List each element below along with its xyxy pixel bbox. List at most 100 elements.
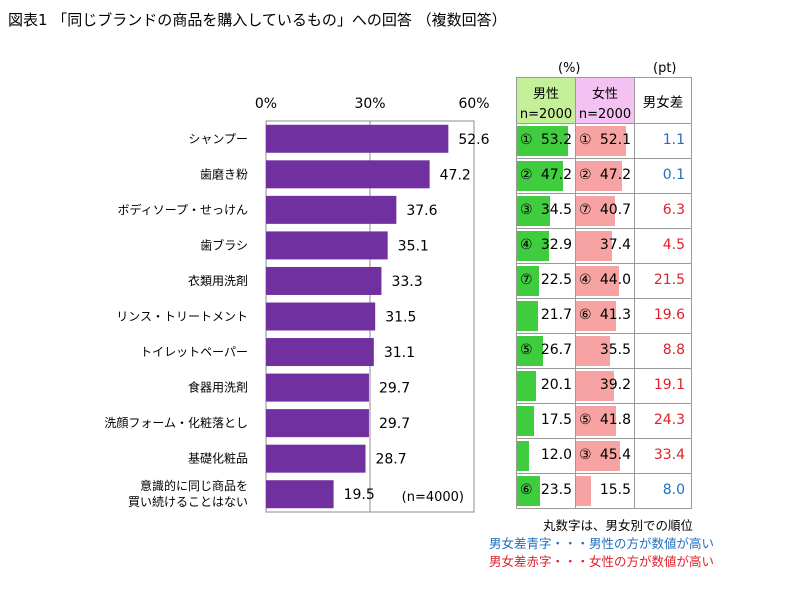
category-label: トイレットペーパー [140,345,248,359]
category-label: シャンプー [188,132,248,146]
female-rank: ⑥ [579,307,592,323]
diff-value: 8.8 [662,342,685,358]
male-rank: ⑤ [520,342,533,358]
female-value-fill [576,371,614,401]
male-value: 23.5 [540,482,572,498]
bar [266,231,388,260]
bar-value-label: 29.7 [379,381,410,397]
rank-note: 丸数字は、男女別での順位 [543,518,694,533]
male-rank: ③ [520,202,533,218]
female-value-fill [576,336,611,366]
male-value-fill [517,476,540,506]
female-cell: ⑦ 40.7 [575,193,635,229]
diff-cell: 0.1 [634,158,692,194]
male-rank: ② [520,167,533,183]
male-cell: 17.5 [516,403,576,439]
figure-title: 図表1 「同じブランドの商品を購入しているもの」への回答 （複数回答） [8,11,507,29]
bar-value-label: 52.6 [458,132,489,148]
male-rank: ① [520,132,533,148]
table-row: ⑦ 22.5 ④ 44.0 21.5 [516,263,692,299]
bar-value-label: 47.2 [440,167,471,183]
male-value: 17.5 [540,412,572,428]
bar-value-label: 29.7 [379,416,410,432]
table-row: ③ 34.5 ⑦ 40.7 6.3 [516,193,692,229]
female-cell: 39.2 [575,368,635,404]
male-header-cell: 男性 n=2000 [516,77,576,124]
gender-comparison-table: 男性 n=2000 女性 n=2000 男女差 ① 53.2 ① 52.1 1.1 ② 47… [516,77,692,509]
female-value: 44.0 [599,272,631,288]
male-n-label: n=2000 [519,106,573,122]
male-value-fill [517,406,534,436]
female-cell: ⑤ 41.8 [575,403,635,439]
male-value: 32.9 [540,237,572,253]
female-value: 39.2 [599,377,631,393]
red-note: 男女差赤字・・・女性の方が数値が高い [489,554,715,569]
male-value-fill [517,231,549,261]
female-cell: 35.5 [575,333,635,369]
diff-cell: 24.3 [634,403,692,439]
male-cell: 20.1 [516,368,576,404]
female-cell: ① 52.1 [575,123,635,159]
table-row: ⑤ 26.7 35.5 8.8 [516,333,692,369]
bar [266,160,430,189]
male-cell: ⑦ 22.5 [516,263,576,299]
female-rank: ⑦ [579,202,592,218]
category-label: 衣類用洗剤 [188,273,248,288]
female-value: 37.4 [599,237,631,253]
bar-value-label: 33.3 [391,274,422,290]
female-value: 41.8 [599,412,631,428]
table-row: 21.7 ⑥ 41.3 19.6 [516,298,692,334]
diff-cell: 19.6 [634,298,692,334]
female-value: 47.2 [599,167,631,183]
category-label: 歯磨き粉 [200,167,248,181]
bar-value-label: 19.5 [344,487,375,503]
diff-cell: 6.3 [634,193,692,229]
blue-note: 男女差青字・・・男性の方が数値が高い [489,536,715,551]
male-value-fill [517,161,563,191]
x-tick-label: 30% [354,96,385,112]
table-row: ⑥ 23.5 15.5 8.0 [516,473,692,509]
diff-cell: 1.1 [634,123,692,159]
male-value-fill [517,196,551,226]
female-value-fill [576,476,591,506]
bar-value-label: 31.5 [385,310,416,326]
female-n-label: n=2000 [578,106,632,122]
bar [266,266,382,295]
bar-value-label: 37.6 [406,203,437,219]
diff-cell: 4.5 [634,228,692,264]
diff-value: 1.1 [662,132,685,148]
diff-cell: 8.8 [634,333,692,369]
bar-value-label: 35.1 [398,238,429,254]
female-value: 45.4 [599,447,631,463]
male-value: 53.2 [540,132,572,148]
male-cell: ④ 32.9 [516,228,576,264]
female-value-fill [576,266,619,296]
bar [266,195,397,224]
table-row: 12.0 ③ 45.4 33.4 [516,438,692,474]
male-cell: 12.0 [516,438,576,474]
category-label: ボディソープ・せっけん [118,202,248,217]
unit-point-label: (pt) [653,61,677,76]
bar-value-label: 28.7 [375,452,406,468]
female-cell: 37.4 [575,228,635,264]
male-cell: ③ 34.5 [516,193,576,229]
diff-value: 19.1 [653,377,685,393]
female-cell: ④ 44.0 [575,263,635,299]
male-value-fill [517,266,539,296]
category-label: 歯ブラシ [200,237,248,252]
category-label: 基礎化粧品 [188,452,248,466]
male-value: 47.2 [540,167,572,183]
unit-percent-label: (%) [558,61,581,76]
diff-cell: 8.0 [634,473,692,509]
diff-value: 0.1 [662,167,685,183]
category-label: 買い続けることはない [128,495,248,509]
category-label: 洗顔フォーム・化粧落とし [104,415,248,430]
male-value: 20.1 [540,377,572,393]
table-row: ② 47.2 ② 47.2 0.1 [516,158,692,194]
male-rank: ⑦ [520,272,533,288]
category-label: 食器用洗剤 [188,380,248,395]
female-value: 41.3 [599,307,631,323]
sample-size-note: (n=4000) [402,490,464,505]
female-value-fill [576,126,627,156]
female-value-fill [576,301,616,331]
